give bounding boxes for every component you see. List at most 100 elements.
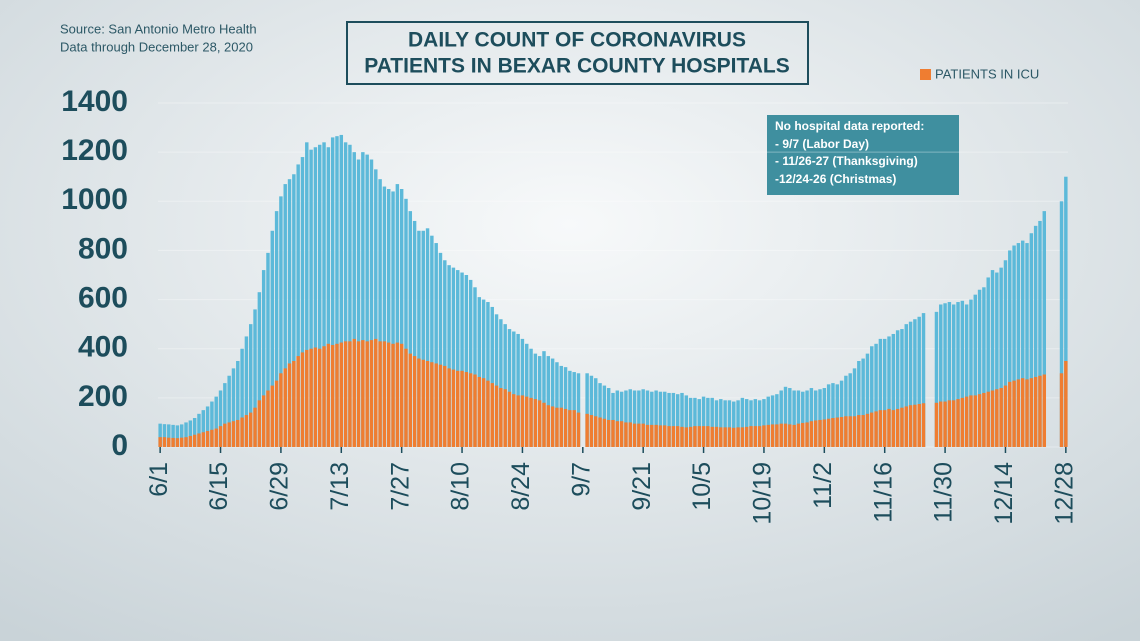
bar — [374, 169, 378, 448]
bar — [964, 396, 969, 447]
bar — [870, 346, 874, 447]
bar — [1016, 243, 1021, 447]
bar — [606, 419, 611, 447]
bar — [387, 342, 391, 447]
bar — [645, 424, 650, 447]
bar — [895, 330, 900, 447]
bar — [969, 299, 973, 447]
bar — [456, 270, 460, 447]
bar — [425, 361, 430, 447]
bar — [559, 365, 563, 447]
bar — [231, 421, 236, 447]
bar — [947, 302, 952, 447]
bar — [740, 427, 745, 447]
bar — [602, 385, 607, 447]
bar — [766, 396, 770, 447]
bar — [585, 373, 589, 447]
bar — [973, 294, 977, 447]
bar — [1008, 381, 1012, 447]
bar — [848, 416, 852, 447]
bar — [391, 191, 395, 447]
y-tick-label: 1000 — [61, 183, 128, 216]
bar — [305, 349, 309, 447]
bar — [434, 243, 438, 447]
bar — [960, 300, 965, 447]
bar — [300, 157, 305, 448]
bar — [723, 427, 727, 447]
bar — [1059, 201, 1064, 447]
bar — [309, 348, 313, 447]
bar — [537, 400, 542, 447]
bar — [719, 399, 723, 447]
bar — [464, 372, 469, 447]
bar — [770, 424, 775, 447]
bar — [598, 383, 602, 447]
bar — [684, 427, 689, 447]
bar — [568, 370, 572, 447]
annotation: - 11/26-27 (Thanksgiving) — [775, 154, 918, 168]
bar — [969, 395, 973, 447]
bar — [951, 400, 956, 447]
bar — [205, 406, 210, 447]
bar — [568, 410, 572, 447]
annotation: - 9/7 (Labor Day) — [775, 137, 869, 151]
data-through: Data through December 28, 2020 — [60, 39, 253, 54]
bar — [1029, 233, 1034, 447]
bar — [658, 391, 663, 447]
bar — [977, 289, 982, 447]
x-tick-label: 7/13 — [326, 462, 354, 511]
bar — [468, 279, 473, 447]
bar — [895, 408, 900, 447]
bar — [270, 230, 275, 447]
bar — [533, 399, 538, 447]
bar — [227, 375, 231, 447]
y-tick-label: 1400 — [61, 85, 128, 118]
bar — [322, 142, 326, 448]
bar — [594, 416, 598, 447]
bar — [732, 401, 736, 447]
bar — [684, 395, 689, 447]
bar — [210, 429, 214, 447]
bar — [270, 385, 275, 447]
bar — [374, 338, 378, 447]
bar — [266, 252, 270, 447]
bar — [486, 302, 490, 447]
bar — [624, 390, 628, 447]
bar — [309, 149, 313, 447]
bar — [602, 418, 607, 447]
bar — [736, 427, 740, 447]
bar — [650, 424, 654, 447]
bar — [628, 389, 632, 447]
bar — [813, 390, 818, 447]
bar — [844, 375, 848, 447]
bar — [671, 392, 676, 447]
bar — [292, 361, 296, 447]
bar — [468, 373, 473, 447]
bar — [365, 341, 369, 447]
bar — [852, 368, 857, 447]
bar — [641, 423, 645, 447]
bar — [425, 228, 430, 447]
bar — [904, 406, 908, 447]
bar — [615, 390, 620, 447]
bar — [645, 390, 650, 447]
bar — [257, 400, 262, 447]
bar — [848, 373, 852, 447]
bar — [749, 426, 753, 447]
bar — [744, 426, 749, 447]
bar — [650, 391, 654, 447]
bar — [719, 427, 723, 447]
bar — [964, 304, 969, 447]
bar — [167, 437, 171, 447]
bar — [296, 356, 300, 447]
bar — [870, 412, 874, 447]
bar — [1008, 250, 1012, 447]
bar — [550, 406, 555, 447]
annotation: -12/24-26 (Christmas) — [775, 172, 896, 186]
bar — [1020, 240, 1025, 447]
bar — [878, 338, 883, 447]
bar — [861, 358, 865, 447]
bar — [956, 399, 960, 447]
bar — [576, 373, 581, 447]
